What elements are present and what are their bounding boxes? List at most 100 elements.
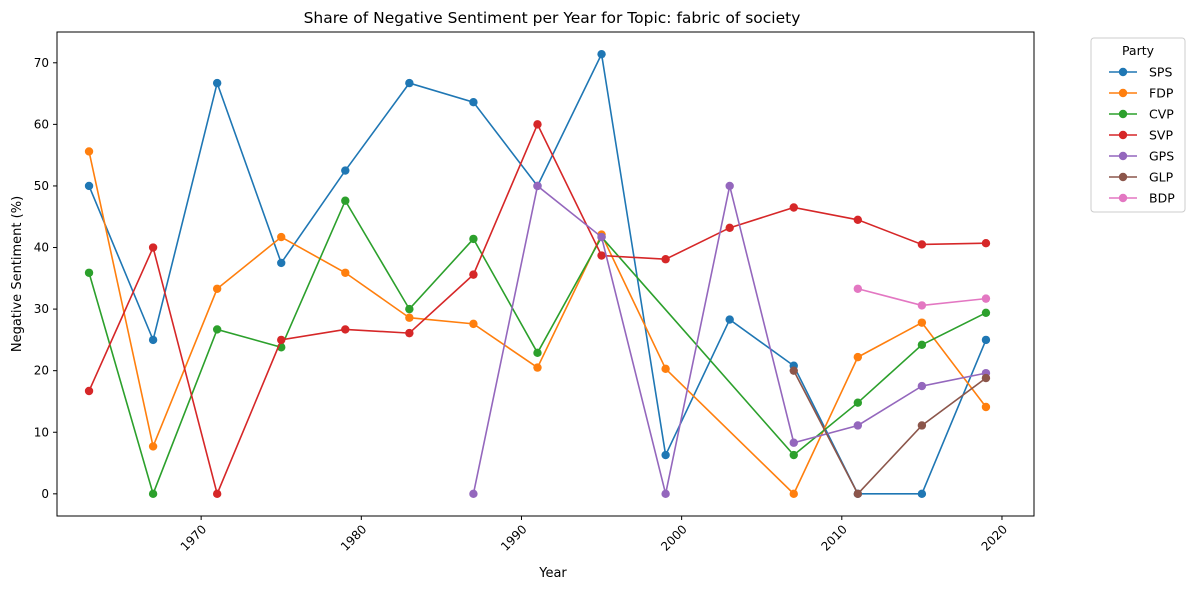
data-point [277, 232, 286, 242]
y-tick-label: 10 [34, 425, 49, 439]
axis-ticks: 1970 1980 1990 2000 2010 2020 0 10 20 30 40 50 60 70 [34, 56, 1010, 554]
legend-label: FDP [1149, 86, 1174, 101]
legend-label: SVP [1149, 128, 1173, 143]
data-point [84, 147, 94, 156]
chart-title: Share of Negative Sentiment per Year for… [304, 9, 801, 27]
y-tick-label: 30 [34, 302, 49, 316]
data-point [148, 243, 158, 252]
legend-item-glp: GLP [1109, 170, 1174, 185]
data-point [789, 203, 798, 212]
legend-label: GLP [1149, 170, 1174, 185]
data-point [661, 364, 670, 374]
legend-marker [1118, 109, 1128, 119]
y-tick-label: 50 [34, 179, 49, 193]
series-line [88, 198, 987, 497]
data-point [341, 196, 350, 205]
series-line [88, 151, 987, 496]
series-glp [789, 366, 991, 499]
x-tick-label: 2000 [658, 522, 689, 553]
legend-label: BDP [1149, 191, 1175, 206]
series-lines [84, 49, 991, 499]
x-tick-label: 2020 [979, 522, 1010, 553]
data-point [981, 373, 991, 383]
data-point [469, 319, 478, 329]
legend-marker [1118, 172, 1128, 182]
data-point [981, 239, 991, 248]
y-tick-label: 20 [34, 364, 49, 378]
data-point [661, 489, 670, 499]
data-point [917, 381, 927, 391]
x-tick-label: 1980 [338, 522, 369, 553]
series-cvp [84, 196, 991, 499]
y-tick-label: 0 [41, 487, 49, 501]
data-point [853, 421, 863, 430]
data-point [917, 340, 927, 350]
data-point [917, 489, 927, 499]
x-tick-label: 1970 [178, 522, 209, 553]
data-point [853, 284, 863, 293]
data-point [212, 78, 222, 88]
data-point [597, 232, 606, 242]
data-point [661, 255, 670, 264]
data-point [853, 215, 863, 225]
data-point [661, 450, 670, 460]
legend-title: Party [1122, 43, 1155, 58]
y-tick-label: 70 [34, 56, 49, 70]
legend-label: GPS [1149, 149, 1174, 164]
data-point [469, 97, 478, 107]
data-point [853, 489, 863, 499]
legend-marker [1118, 130, 1128, 140]
data-point [341, 325, 350, 334]
data-point [981, 335, 991, 345]
data-point [341, 166, 350, 175]
series-line [793, 370, 987, 496]
legend-item-svp: SVP [1109, 128, 1173, 143]
data-point [789, 489, 798, 499]
legend-box [1090, 37, 1186, 213]
data-point [533, 181, 542, 191]
data-point [917, 240, 927, 249]
data-point [533, 348, 542, 358]
legend-label: CVP [1149, 107, 1174, 122]
data-point [405, 313, 414, 322]
data-point [212, 325, 222, 334]
data-point [84, 181, 94, 191]
data-point [405, 78, 414, 88]
legend: Party SPS FDP CVP SVP GPS GLP BDP [1090, 37, 1186, 213]
data-point [469, 270, 478, 279]
data-point [469, 234, 478, 244]
data-point [981, 402, 991, 412]
data-point [789, 438, 798, 447]
data-point [469, 489, 478, 499]
data-point [597, 251, 606, 260]
x-tick-label: 1990 [498, 522, 529, 553]
data-point [533, 120, 542, 129]
data-point [148, 489, 158, 499]
data-point [277, 335, 286, 345]
data-point [84, 268, 94, 277]
data-point [405, 304, 414, 314]
series-svp [84, 120, 991, 499]
data-point [853, 352, 863, 362]
legend-marker [1118, 88, 1128, 98]
data-point [533, 363, 542, 372]
data-point [597, 49, 606, 59]
legend-item-gps: GPS [1109, 149, 1174, 164]
data-point [212, 284, 222, 293]
data-point [981, 294, 991, 303]
data-point [917, 301, 927, 310]
series-bdp [853, 284, 991, 310]
data-point [725, 181, 734, 191]
data-point [405, 328, 414, 338]
y-tick-label: 60 [34, 117, 49, 131]
data-point [277, 258, 286, 268]
y-axis-label: Negative Sentiment (%) [10, 196, 25, 352]
x-axis-label: Year [538, 566, 567, 581]
data-point [725, 315, 734, 324]
legend-marker [1118, 151, 1128, 161]
legend-marker [1118, 193, 1128, 203]
data-point [789, 450, 798, 460]
legend-item-sps: SPS [1109, 65, 1172, 80]
x-tick-label: 2010 [818, 522, 849, 553]
